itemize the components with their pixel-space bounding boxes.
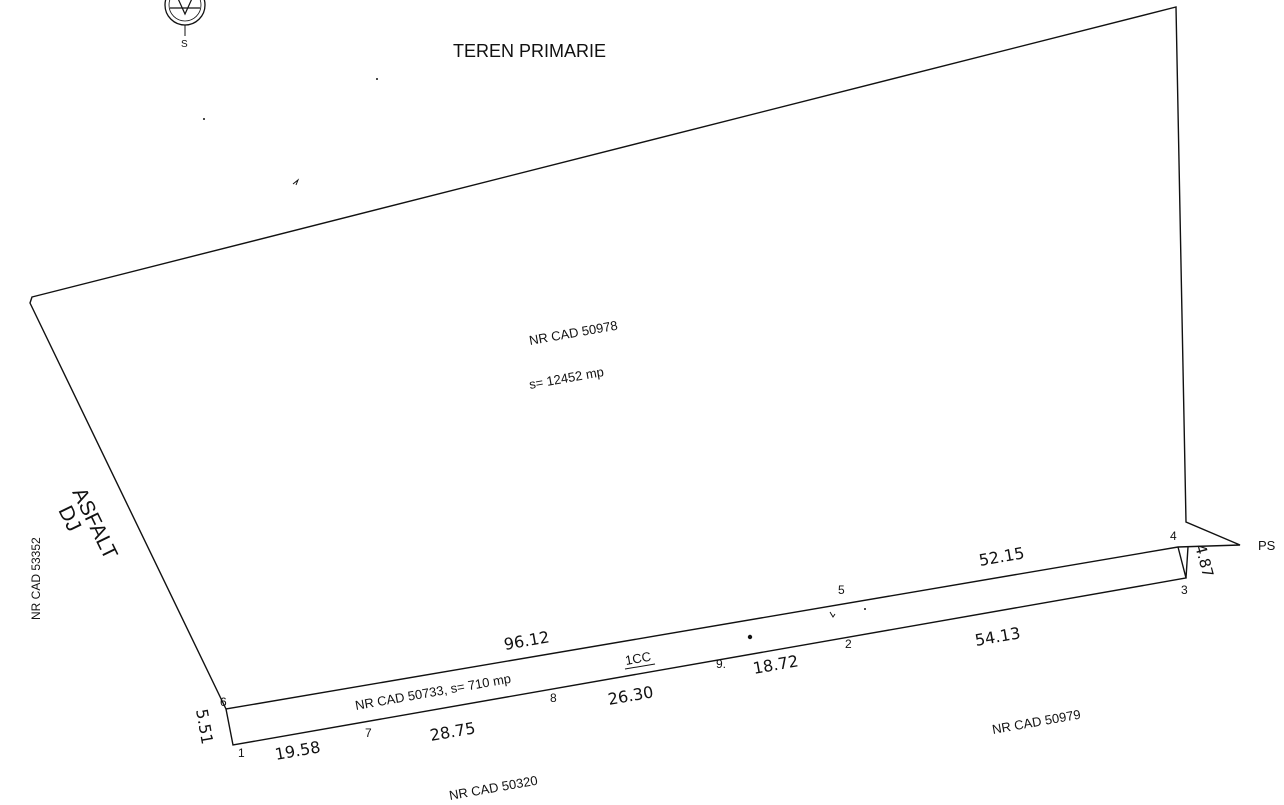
neighbor-west-parcel-label: NR CAD 53352 (29, 537, 43, 620)
neighbor-north-label: TEREN PRIMARIE (453, 41, 606, 61)
point-4: 4 (1170, 529, 1177, 543)
dimension-5-4: 52.15 (977, 543, 1025, 570)
neighbor-east-label: PS (1258, 538, 1276, 553)
dimension-1-6: 5.51 (192, 707, 217, 745)
neighbor-south-east-label: NR CAD 50979 (991, 707, 1082, 737)
point-5: 5 (838, 583, 845, 597)
point-7: 7 (365, 726, 372, 740)
strip-parcel-cc-label: 1CC (624, 649, 652, 668)
main-parcel-boundary (29, 6, 1241, 710)
point-6: 6 (220, 695, 227, 709)
point-8: 8 (550, 691, 557, 705)
cc-underline (624, 663, 656, 670)
compass-south-label: S (181, 39, 188, 50)
scan-speck (292, 178, 300, 186)
dimension-2-3: 54.13 (973, 623, 1021, 650)
dimension-7-8: 28.75 (428, 718, 476, 745)
dimension-3-4: 4.87 (1191, 542, 1217, 579)
dimension-1-7: 19.58 (273, 737, 321, 764)
scan-speck (747, 634, 753, 640)
dimension-6-5: 96.12 (502, 627, 550, 654)
dimension-9-2: 18.72 (751, 651, 799, 678)
neighbor-south-west-label: NR CAD 50320 (448, 773, 539, 803)
main-parcel-cad-label: NR CAD 50978 (528, 318, 619, 348)
strip-parcel-label: NR CAD 50733, s= 710 mp (354, 671, 512, 713)
strip-parcel-boundary (225, 546, 1187, 746)
main-parcel-area-label: s= 12452 mp (528, 364, 605, 392)
scan-speck (376, 78, 378, 80)
scan-speck (203, 118, 205, 120)
compass-rose-icon (164, 0, 206, 36)
point-9: 9. (716, 657, 726, 671)
scan-speck (829, 611, 836, 618)
scan-speck (864, 608, 866, 610)
point-1: 1 (238, 746, 245, 760)
dimension-8-9: 26.30 (606, 682, 654, 709)
strip-parcel-end-segment (1185, 546, 1189, 579)
point-2: 2 (845, 637, 852, 651)
point-3: 3 (1181, 583, 1188, 597)
